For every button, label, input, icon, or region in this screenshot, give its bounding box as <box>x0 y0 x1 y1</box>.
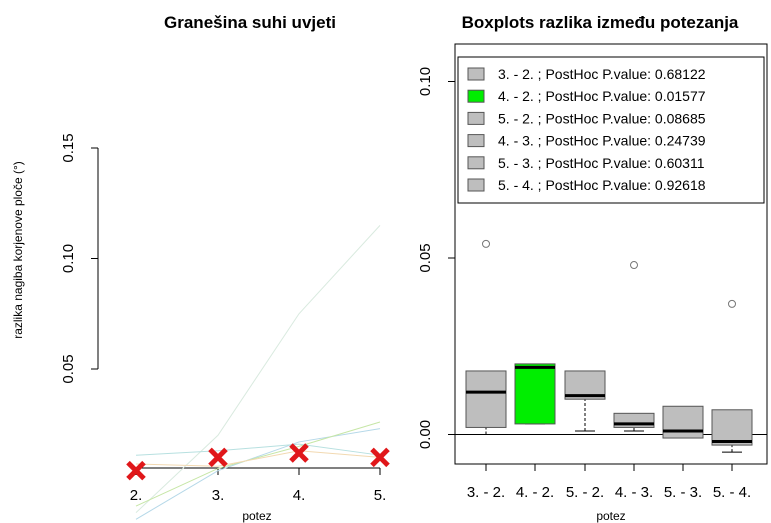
right-y-tick-label: 0.10 <box>417 67 434 96</box>
right-x-tick-label: 5. - 4. <box>713 484 751 501</box>
legend-swatch <box>467 178 485 192</box>
legend-swatch <box>467 111 485 125</box>
right-boxplots <box>455 70 767 453</box>
boxplot-4 <box>613 261 655 432</box>
left-x-axis: 2. 3. 4. 5. <box>130 467 387 504</box>
boxplot-5 <box>662 130 704 439</box>
legend-label: 4. - 2. ; PostHoc P.value: 0.01577 <box>498 88 706 104</box>
right-y-tick-label: 0.05 <box>417 243 434 272</box>
left-x-tick-label: 2. <box>130 487 143 504</box>
right-x-tick-label: 3. - 2. <box>467 484 505 501</box>
mean-marker <box>126 460 146 481</box>
mean-marker-stroke <box>126 460 146 481</box>
legend-label: 5. - 2. ; PostHoc P.value: 0.08685 <box>498 110 706 126</box>
mean-marker-stroke <box>208 447 228 468</box>
left-series-line <box>135 421 381 507</box>
right-x-axis-label: potez <box>596 509 625 523</box>
legend-label: 5. - 3. ; PostHoc P.value: 0.60311 <box>498 155 705 171</box>
legend-swatch <box>467 156 485 170</box>
boxplot-box <box>711 409 753 446</box>
left-x-tick-label: 3. <box>212 487 225 504</box>
legend-label: 3. - 2. ; PostHoc P.value: 0.68122 <box>498 66 706 82</box>
boxplot-outlier <box>630 261 638 270</box>
left-mean-markers <box>126 443 390 481</box>
mean-marker-stroke <box>289 443 309 463</box>
boxplot-box <box>465 370 507 428</box>
mean-marker <box>370 447 390 468</box>
right-x-tick-label: 4. - 2. <box>516 484 554 501</box>
left-x-tick-label: 5. <box>374 487 387 504</box>
right-y-axis: 0.000.050.100.15 <box>417 67 455 449</box>
legend-frame <box>457 56 765 204</box>
mean-marker <box>289 443 309 463</box>
left-x-axis-label: potez <box>242 509 271 523</box>
right-y-tick-label: 0.00 <box>417 420 434 449</box>
left-series-line <box>135 450 381 467</box>
left-x-tick-label: 4. <box>293 487 306 504</box>
legend-label: 4. - 3. ; PostHoc P.value: 0.24739 <box>498 133 706 149</box>
left-chart-title: Granešina suhi uvjeti <box>164 13 336 32</box>
boxplot-2 <box>514 70 556 425</box>
left-y-tick-label: 0.15 <box>60 133 77 162</box>
boxplot-outlier <box>482 239 490 248</box>
right-chart: Boxplots razlika između potezanja 0.00 0.… <box>417 13 768 523</box>
left-series-line <box>135 428 381 520</box>
right-x-tick-label: 4. - 3. <box>615 484 653 501</box>
left-y-tick-label: 0.05 <box>60 354 77 383</box>
boxplot-box <box>662 405 704 439</box>
right-chart-title: Boxplots razlika između potezanja <box>462 13 739 32</box>
right-legend: 3. - 2. ; PostHoc P.value: 0.68122 4. - 2… <box>457 56 765 204</box>
left-series-lines <box>135 225 381 520</box>
left-y-tick-label: 0.10 <box>60 244 77 273</box>
mean-marker-stroke <box>370 447 390 468</box>
boxplot-6 <box>711 299 753 453</box>
mean-marker <box>208 447 228 468</box>
left-series-line <box>135 225 381 514</box>
boxplot-3 <box>564 370 606 432</box>
left-y-axis: 0.05 0.10 0.15 <box>60 133 99 384</box>
right-x-axis: 3. - 2. 4. - 2. 5. - 2. 4. - 3. 5. - 3. 5. - … <box>467 464 751 501</box>
right-x-tick-label: 5. - 2. <box>566 484 604 501</box>
boxplot-outlier <box>728 299 736 308</box>
boxplot-1 <box>465 239 507 435</box>
legend-label: 5. - 4. ; PostHoc P.value: 0.92618 <box>498 177 706 193</box>
legend-swatch <box>467 67 485 81</box>
right-plot-frame <box>454 43 768 465</box>
left-series-line <box>135 443 381 456</box>
left-chart: Granešina suhi uvjeti 0.05 0.10 0.15 2. 3. 4… <box>11 13 390 523</box>
legend-swatch <box>467 134 485 148</box>
left-y-axis-label: razlika nagiba korjenove ploče (°) <box>11 161 25 339</box>
legend-swatch <box>467 89 485 103</box>
right-x-tick-label: 5. - 3. <box>664 484 702 501</box>
boxplot-box <box>514 363 556 425</box>
